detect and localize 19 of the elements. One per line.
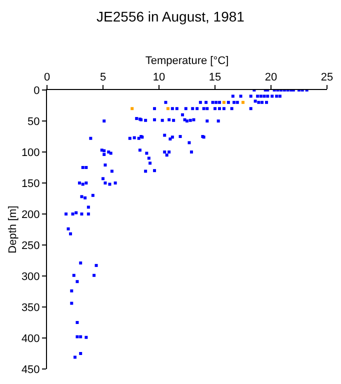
y-tick-label: 400 [21, 332, 40, 345]
chart-title: JE2556 in August, 1981 [96, 8, 245, 24]
x-axis-title: Temperature [°C] [145, 55, 229, 68]
y-tick-label: 0 [34, 84, 40, 97]
y-tick-label: 150 [21, 178, 40, 190]
x-tick-label: 20 [264, 72, 278, 84]
y-tick-label: 50 [28, 116, 40, 128]
x-tick-label: 5 [100, 72, 106, 84]
y-tick-label: 200 [21, 208, 40, 221]
x-tick-label: 10 [152, 72, 166, 84]
y-axis-title: Depth [m] [7, 206, 20, 254]
y-tick-label: 300 [21, 270, 40, 283]
y-tick-label: 350 [21, 302, 40, 314]
y-tick-label: 250 [21, 240, 40, 252]
y-tick-label: 450 [21, 364, 40, 376]
x-tick-label: 15 [208, 72, 222, 84]
x-tick-label: 0 [44, 72, 50, 84]
x-tick-label: 25 [320, 72, 334, 84]
y-tick-label: 100 [21, 146, 40, 159]
